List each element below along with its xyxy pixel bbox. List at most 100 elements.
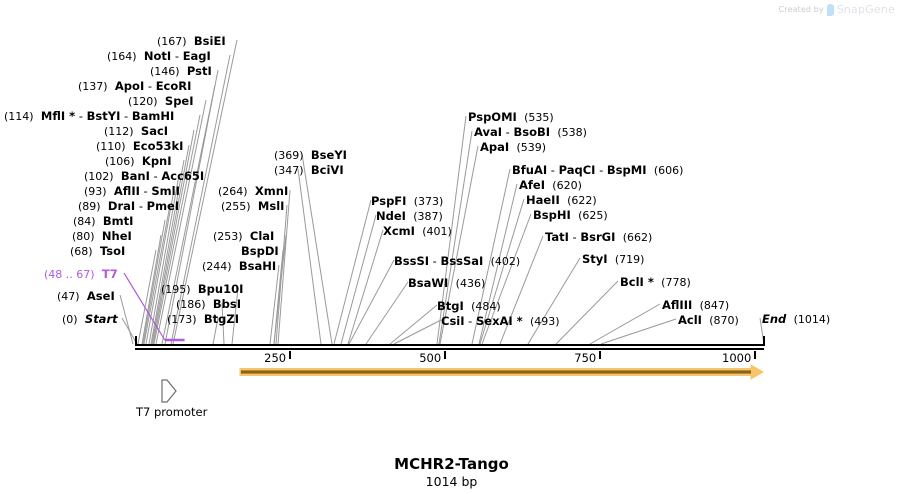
enzyme-label-kpni[interactable]: (106) KpnI <box>105 155 172 168</box>
enzyme-label-noti[interactable]: (164) NotI - EagI <box>107 50 211 63</box>
enzyme-name: Eco53kI <box>132 139 184 153</box>
leader-line-bsiei <box>172 39 238 345</box>
enzyme-name: BfuAI <box>512 163 548 177</box>
leader-line-noti <box>170 54 231 345</box>
snapgene-logo-icon <box>826 3 834 16</box>
enzyme-position: (539) <box>516 141 547 154</box>
enzyme-position: (120) <box>128 95 158 108</box>
enzyme-label-afliii[interactable]: AflIII (847) <box>662 299 729 312</box>
enzyme-label-asei[interactable]: (47) AseI <box>57 290 115 303</box>
enzyme-position: (606) <box>653 164 684 177</box>
enzyme-label-psti[interactable]: (146) PstI <box>150 65 212 78</box>
enzyme-position: (847) <box>699 299 730 312</box>
leader-line-acli <box>600 318 677 345</box>
promoter-arrow-icon[interactable] <box>161 379 177 403</box>
enzyme-label-bsphi[interactable]: BspHI (625) <box>533 209 608 222</box>
t7-promoter-range-label[interactable]: (48 .. 67) T7 <box>44 268 118 281</box>
leader-line-mfli <box>153 114 201 345</box>
enzyme-label-mfli[interactable]: (114) MflI * - BstYI - BamHI <box>4 110 174 123</box>
t7-short-name: T7 <box>101 267 118 281</box>
enzyme-name: XcmI <box>383 224 415 238</box>
enzyme-label-bani[interactable]: (102) BanI - Acc65I <box>84 170 204 183</box>
enzyme-label-clai[interactable]: (253) ClaI <box>213 230 274 243</box>
start-label: Start <box>84 312 118 326</box>
enzyme-label-bsiei[interactable]: (167) BsiEI <box>157 35 226 48</box>
enzyme-name-separator: - <box>144 79 156 93</box>
enzyme-label-btgi[interactable]: BtgI (484) <box>437 300 501 313</box>
start-marker-label[interactable]: (0) Start <box>62 313 118 326</box>
enzyme-name: AfeI <box>519 178 545 192</box>
enzyme-label-btgzi[interactable]: (173) BtgZI <box>167 313 239 326</box>
enzyme-name: BsrGI <box>580 230 616 244</box>
enzyme-label-bfuai[interactable]: BfuAI - PaqCI - BspMI (606) <box>512 164 683 177</box>
t7-range: (48 .. 67) <box>44 268 95 281</box>
enzyme-name: BsaHI <box>238 259 277 273</box>
enzyme-position: (255) <box>221 200 251 213</box>
leader-line-bfuai <box>471 168 511 345</box>
enzyme-label-xmni[interactable]: (264) XmnI <box>218 185 288 198</box>
enzyme-label-nhei[interactable]: (80) NheI <box>72 230 132 243</box>
enzyme-label-styi[interactable]: StyI (719) <box>582 253 644 266</box>
enzyme-label-spei[interactable]: (120) SpeI <box>128 95 194 108</box>
enzyme-label-saci[interactable]: (112) SacI <box>104 125 168 138</box>
enzyme-name-separator: - <box>568 230 581 244</box>
enzyme-label-bsahi[interactable]: (244) BsaHI <box>202 260 276 273</box>
enzyme-label-acli[interactable]: AclI (870) <box>678 314 739 327</box>
enzyme-label-bbsi[interactable]: (186) BbsI <box>176 298 241 311</box>
leader-line-tsoi <box>137 249 157 345</box>
watermark-brand-label: SnapGene <box>836 3 895 16</box>
enzyme-label-msli[interactable]: (255) MslI <box>221 200 284 213</box>
enzyme-name: CsiI <box>441 314 465 328</box>
enzyme-label-aflii[interactable]: (93) AflII - SmlI <box>84 185 180 198</box>
leader-line-aflii <box>145 189 175 345</box>
end-marker-label[interactable]: End (1014) <box>762 313 830 326</box>
enzyme-label-bmti[interactable]: (84) BmtI <box>73 215 133 228</box>
enzyme-name: PaqCI <box>558 163 596 177</box>
enzyme-position: (244) <box>202 260 232 273</box>
enzyme-name-separator: - <box>547 163 559 177</box>
enzyme-label-afei[interactable]: AfeI (620) <box>519 179 582 192</box>
enzyme-position: (112) <box>104 125 134 138</box>
enzyme-name: BtgI <box>437 299 464 313</box>
enzyme-label-xcmi[interactable]: XcmI (401) <box>383 225 452 238</box>
enzyme-name: MflI * <box>40 109 76 123</box>
leader-line-drai <box>143 204 171 345</box>
leader-line-bcivi <box>297 168 322 345</box>
enzyme-label-drai[interactable]: (89) DraI - PmeI <box>78 200 179 213</box>
enzyme-name-separator: - <box>135 199 147 213</box>
enzyme-position: (373) <box>413 195 444 208</box>
enzyme-position: (47) <box>57 290 80 303</box>
enzyme-label-bsawi[interactable]: BsaWI (436) <box>408 277 485 290</box>
enzyme-label-ndei[interactable]: NdeI (387) <box>376 210 443 223</box>
enzyme-label-tati[interactable]: TatI - BsrGI (662) <box>545 231 652 244</box>
enzyme-label-tsoi[interactable]: (68) TsoI <box>70 245 125 258</box>
enzyme-label-haeii[interactable]: HaeII (622) <box>526 194 597 207</box>
leader-line-xcmi <box>347 229 384 345</box>
enzyme-name-separator: - <box>149 169 162 183</box>
enzyme-name: BspMI <box>606 163 647 177</box>
enzyme-label-bcivi[interactable]: (347) BciVI <box>274 164 344 177</box>
end-label: End <box>762 312 787 326</box>
enzyme-label-avai[interactable]: AvaI - BsoBI (538) <box>474 126 587 139</box>
enzyme-label-apoi[interactable]: (137) ApoI - EcoRI <box>78 80 191 93</box>
enzyme-name: BamHI <box>131 109 175 123</box>
enzyme-label-pspomi[interactable]: PspOMI (535) <box>468 111 554 124</box>
leader-line-spei <box>155 99 207 345</box>
enzyme-label-bcli[interactable]: BclI * (778) <box>620 276 691 289</box>
enzyme-name: TatI <box>545 230 569 244</box>
enzyme-label-bpu10i[interactable]: (195) Bpu10I <box>161 283 243 296</box>
enzyme-label-bseyi[interactable]: (369) BseYI <box>274 149 347 162</box>
enzyme-label-bsssi[interactable]: BssSI - BssSaI (402) <box>394 255 520 268</box>
leader-line-bpu10i <box>231 287 239 345</box>
enzyme-label-eco53ki[interactable]: (110) Eco53kI <box>96 140 183 153</box>
enzyme-label-pspfi[interactable]: PspFI (373) <box>371 195 443 208</box>
enzyme-position: (253) <box>213 230 243 243</box>
enzyme-label-apai[interactable]: ApaI (539) <box>480 141 546 154</box>
enzyme-position: (146) <box>150 65 180 78</box>
leader-line-bspdi <box>273 249 284 345</box>
enzyme-name: NotI <box>143 49 172 63</box>
enzyme-position: (106) <box>105 155 135 168</box>
enzyme-label-csii[interactable]: CsiI - SexAI * (493) <box>441 315 560 328</box>
enzyme-label-bspdi[interactable]: BspDI <box>241 245 279 257</box>
